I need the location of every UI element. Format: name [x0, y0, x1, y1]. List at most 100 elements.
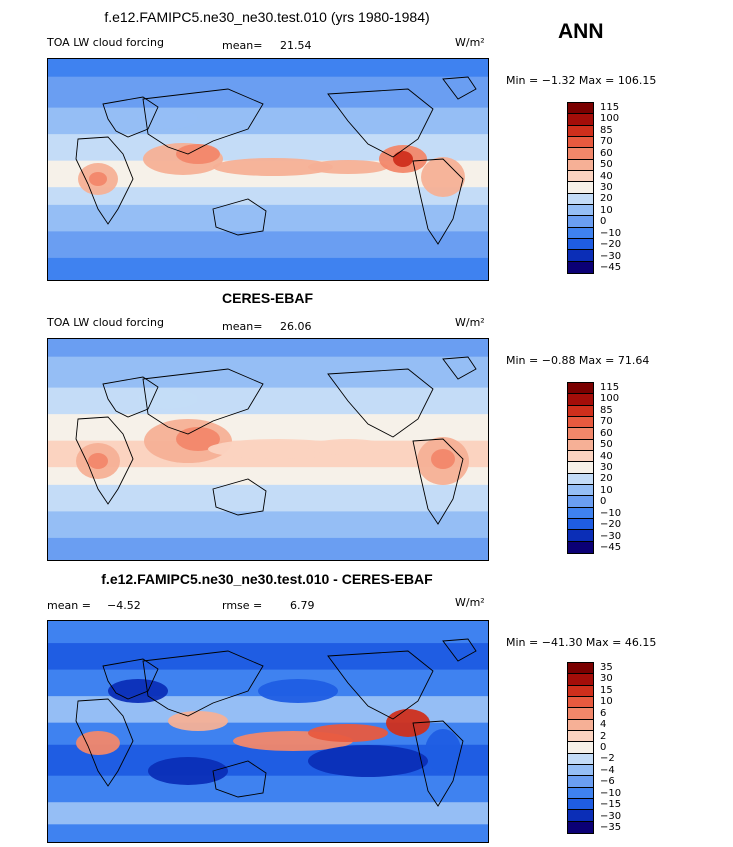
- colorbar-tick-label: −20: [600, 519, 622, 531]
- field-blob: [213, 158, 333, 176]
- panel2-colorbar: [567, 382, 594, 554]
- panel2-map: [47, 338, 489, 561]
- colorbar-tick-label: 0: [600, 216, 607, 228]
- colorbar-tick-label: 40: [600, 450, 613, 462]
- colorbar-tick-label: 15: [600, 684, 613, 696]
- colorbar-swatch: [568, 204, 593, 217]
- panel1-units: W/m²: [455, 36, 485, 49]
- colorbar-swatch: [568, 674, 593, 686]
- colorbar-swatch: [568, 530, 593, 542]
- panel2-mean-label: mean=: [222, 320, 263, 333]
- colorbar-tick-label: −45: [600, 262, 622, 274]
- latitude-band: [48, 621, 488, 644]
- latitude-band: [48, 231, 488, 259]
- panel3-rmse-label: rmse =: [222, 599, 263, 612]
- colorbar-tick-label: −10: [600, 787, 622, 799]
- field-blob: [308, 745, 428, 777]
- colorbar-tick-label: 30: [600, 182, 613, 193]
- latitude-band: [48, 387, 488, 415]
- colorbar-swatch: [568, 518, 593, 531]
- field-blob: [138, 109, 198, 129]
- colorbar-tick-label: −30: [600, 530, 622, 542]
- colorbar-tick-label: 10: [600, 204, 613, 216]
- panel2-variable-label: TOA LW cloud forcing: [47, 316, 164, 329]
- colorbar-tick-label: −30: [600, 250, 622, 262]
- field-blob: [88, 453, 108, 469]
- colorbar-swatch: [568, 473, 593, 485]
- colorbar-tick-label: 40: [600, 170, 613, 182]
- panel3-mean-label: mean =: [47, 599, 91, 612]
- latitude-band: [48, 643, 488, 671]
- latitude-band: [48, 339, 488, 358]
- coastline: [412, 158, 464, 245]
- colorbar-tick-label: 30: [600, 462, 613, 473]
- colorbar-swatch: [568, 227, 593, 239]
- colorbar-tick-label: −30: [600, 810, 622, 822]
- colorbar-tick-label: 60: [600, 427, 613, 439]
- colorbar-tick-label: 60: [600, 147, 613, 159]
- panel3-colorbar: [567, 662, 594, 834]
- field-blob: [76, 731, 120, 755]
- panel1-mean-label: mean=: [222, 39, 263, 52]
- colorbar-swatch: [568, 708, 593, 720]
- colorbar-swatch: [568, 394, 593, 406]
- field-blob: [258, 679, 338, 703]
- latitude-band: [48, 204, 488, 232]
- panel3-units: W/m²: [455, 596, 485, 609]
- colorbar-tick-label: 35: [600, 661, 613, 673]
- latitude-band: [48, 802, 488, 825]
- colorbar-tick-label: −2: [600, 753, 615, 765]
- colorbar-swatch: [568, 216, 593, 228]
- panel3-minmax: Min = −41.30 Max = 46.15: [506, 636, 657, 649]
- colorbar-swatch: [568, 798, 593, 811]
- panel2-units: W/m²: [455, 316, 485, 329]
- latitude-band: [48, 76, 488, 109]
- colorbar-swatch: [568, 125, 593, 137]
- panel1-variable-label: TOA LW cloud forcing: [47, 36, 164, 49]
- coastline: [412, 438, 464, 525]
- colorbar-swatch: [568, 742, 593, 754]
- latitude-band: [48, 467, 488, 486]
- latitude-band: [48, 511, 488, 539]
- colorbar-tick-label: 85: [600, 404, 613, 416]
- latitude-band: [48, 537, 488, 560]
- colorbar-swatch: [568, 103, 593, 115]
- latitude-band: [48, 775, 488, 803]
- field-blob: [425, 729, 461, 773]
- colorbar-tick-label: 100: [600, 113, 620, 125]
- colorbar-swatch: [568, 484, 593, 497]
- panel1-title: f.e12.FAMIPC5.ne30_ne30.test.010 (yrs 19…: [104, 9, 430, 25]
- field-blob: [176, 144, 220, 164]
- latitude-band: [48, 824, 488, 842]
- coastline: [212, 760, 267, 798]
- coastline: [75, 416, 134, 505]
- colorbar-swatch: [568, 496, 593, 508]
- colorbar-tick-label: 115: [600, 381, 620, 393]
- field-blob: [89, 172, 107, 186]
- colorbar-swatch: [568, 462, 593, 474]
- colorbar-tick-label: 0: [600, 496, 607, 508]
- field-blob: [431, 449, 455, 469]
- colorbar-tick-label: 2: [600, 730, 607, 742]
- latitude-band: [48, 187, 488, 206]
- colorbar-swatch: [568, 250, 593, 262]
- coastline: [327, 368, 434, 438]
- panel3-title: f.e12.FAMIPC5.ne30_ne30.test.010 - CERES…: [101, 571, 433, 587]
- colorbar-swatch: [568, 764, 593, 777]
- colorbar-swatch: [568, 753, 593, 765]
- field-blob: [176, 427, 220, 451]
- field-blob: [421, 157, 465, 197]
- field-blob: [168, 711, 228, 731]
- colorbar-swatch: [568, 170, 593, 183]
- colorbar-tick-label: −20: [600, 239, 622, 251]
- colorbar-tick-label: 4: [600, 719, 607, 731]
- colorbar-tick-label: −10: [600, 507, 622, 519]
- coastline: [142, 88, 264, 155]
- coastline: [442, 76, 477, 100]
- field-blob: [386, 709, 430, 737]
- field-blob: [308, 724, 388, 742]
- colorbar-tick-label: 10: [600, 484, 613, 496]
- colorbar-tick-label: 20: [600, 473, 613, 485]
- latitude-band: [48, 484, 488, 512]
- colorbar-swatch: [568, 261, 593, 273]
